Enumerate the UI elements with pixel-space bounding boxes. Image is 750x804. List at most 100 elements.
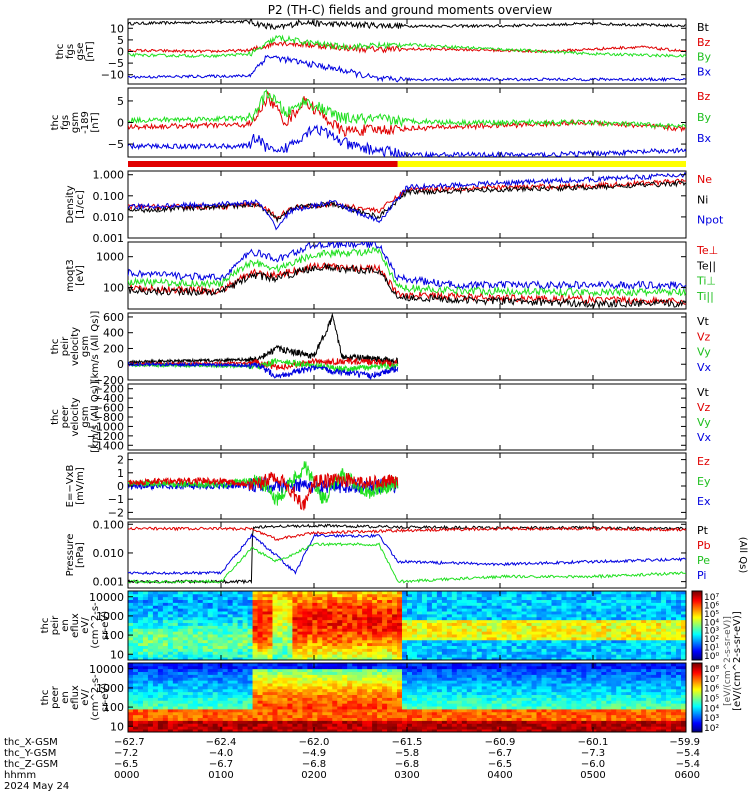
spectrogram-cell (188, 608, 193, 611)
spectrogram-cell (671, 651, 676, 654)
spectrogram-cell (631, 640, 636, 643)
spectrogram-cell (352, 712, 357, 715)
spectrogram-cell (387, 603, 392, 606)
spectrogram-cell (193, 721, 198, 724)
spectrogram-cell (213, 603, 218, 606)
spectrogram-cell (512, 686, 517, 689)
spectrogram-cell (312, 695, 317, 698)
spectrogram-cell (482, 608, 487, 611)
spectrogram-cell (392, 654, 397, 657)
spectrogram-cell (158, 620, 163, 623)
spectrogram-cell (407, 628, 412, 631)
spectrogram-cell (138, 709, 143, 712)
spectrogram-cell (253, 600, 258, 603)
spectrogram-cell (243, 637, 248, 640)
spectrogram-cell (402, 715, 407, 718)
spectrogram-cell (322, 634, 327, 637)
spectrogram-cell (457, 643, 462, 646)
spectrogram-cell (417, 594, 422, 597)
spectrogram-cell (168, 680, 173, 683)
spectrogram-cell (248, 623, 253, 626)
spectrogram-cell (138, 614, 143, 617)
spectrogram-cell (427, 600, 432, 603)
spectrogram-cell (566, 617, 571, 620)
spectrogram-cell (392, 623, 397, 626)
spectrogram-cell (248, 709, 253, 712)
spectrogram-cell (407, 709, 412, 712)
spectrogram-cell (143, 597, 148, 600)
spectrogram-cell (412, 721, 417, 724)
spectrogram-cell (651, 617, 656, 620)
spectrogram-cell (253, 646, 258, 649)
spectrogram-cell (497, 703, 502, 706)
spectrogram-cell (477, 666, 482, 669)
spectrogram-cell (347, 683, 352, 686)
spectrogram-cell (148, 715, 153, 718)
spectrogram-cell (248, 718, 253, 721)
spectrogram-cell (133, 623, 138, 626)
spectrogram-cell (611, 605, 616, 608)
spectrogram-cell (178, 597, 183, 600)
spectrogram-cell (193, 626, 198, 629)
spectrogram-cell (497, 611, 502, 614)
spectrogram-cell (477, 620, 482, 623)
spectrogram-cell (158, 637, 163, 640)
spectrogram-cell (606, 617, 611, 620)
spectrogram-cell (272, 623, 277, 626)
spectrogram-cell (372, 608, 377, 611)
spectrogram-cell (138, 726, 143, 729)
spectrogram-cell (258, 631, 263, 634)
spectrogram-cell (312, 608, 317, 611)
spectrogram-cell (556, 631, 561, 634)
spectrogram-cell (258, 721, 263, 724)
spectrogram-cell (422, 706, 427, 709)
spectrogram-cell (362, 675, 367, 678)
spectrogram-cell (193, 643, 198, 646)
spectrogram-cell (243, 608, 248, 611)
spectrogram-cell (292, 594, 297, 597)
spectrogram-cell (527, 698, 532, 701)
spectrogram-cell (571, 631, 576, 634)
spectrogram-cell (571, 620, 576, 623)
spectrogram-cell (327, 605, 332, 608)
spectrogram-cell (547, 617, 552, 620)
spectrogram-cell (427, 646, 432, 649)
spectrogram-cell (223, 605, 228, 608)
spectrogram-cell (342, 695, 347, 698)
spectrogram-cell (302, 675, 307, 678)
spectrogram-cell (253, 718, 258, 721)
spectrogram-cell (472, 718, 477, 721)
spectrogram-cell (392, 698, 397, 701)
spectrogram-cell (163, 634, 168, 637)
spectrogram-cell (258, 666, 263, 669)
spectrogram-cell (527, 669, 532, 672)
spectrogram-cell (148, 672, 153, 675)
spectrogram-cell (357, 666, 362, 669)
spectrogram-cell (173, 651, 178, 654)
spectrogram-cell (282, 634, 287, 637)
spectrogram-cell (143, 689, 148, 692)
spectrogram-cell (551, 614, 556, 617)
spectrogram-cell (243, 614, 248, 617)
spectrogram-cell (437, 654, 442, 657)
spectrogram-cell (601, 649, 606, 652)
spectrogram-cell (243, 611, 248, 614)
spectrogram-cell (442, 718, 447, 721)
spectrogram-cell (462, 686, 467, 689)
spectrogram-cell (472, 698, 477, 701)
spectrogram-cell (417, 712, 422, 715)
spectrogram-cell (258, 698, 263, 701)
spectrogram-cell (342, 631, 347, 634)
spectrogram-cell (467, 689, 472, 692)
spectrogram-cell (661, 628, 666, 631)
spectrogram-cell (193, 666, 198, 669)
spectrogram-cell (228, 712, 233, 715)
spectrogram-cell (472, 640, 477, 643)
spectrogram-cell (437, 623, 442, 626)
spectrogram-cell (606, 594, 611, 597)
spectrogram-cell (596, 614, 601, 617)
spectrogram-cell (527, 651, 532, 654)
spectrogram-cell (317, 692, 322, 695)
spectrogram-cell (467, 594, 472, 597)
